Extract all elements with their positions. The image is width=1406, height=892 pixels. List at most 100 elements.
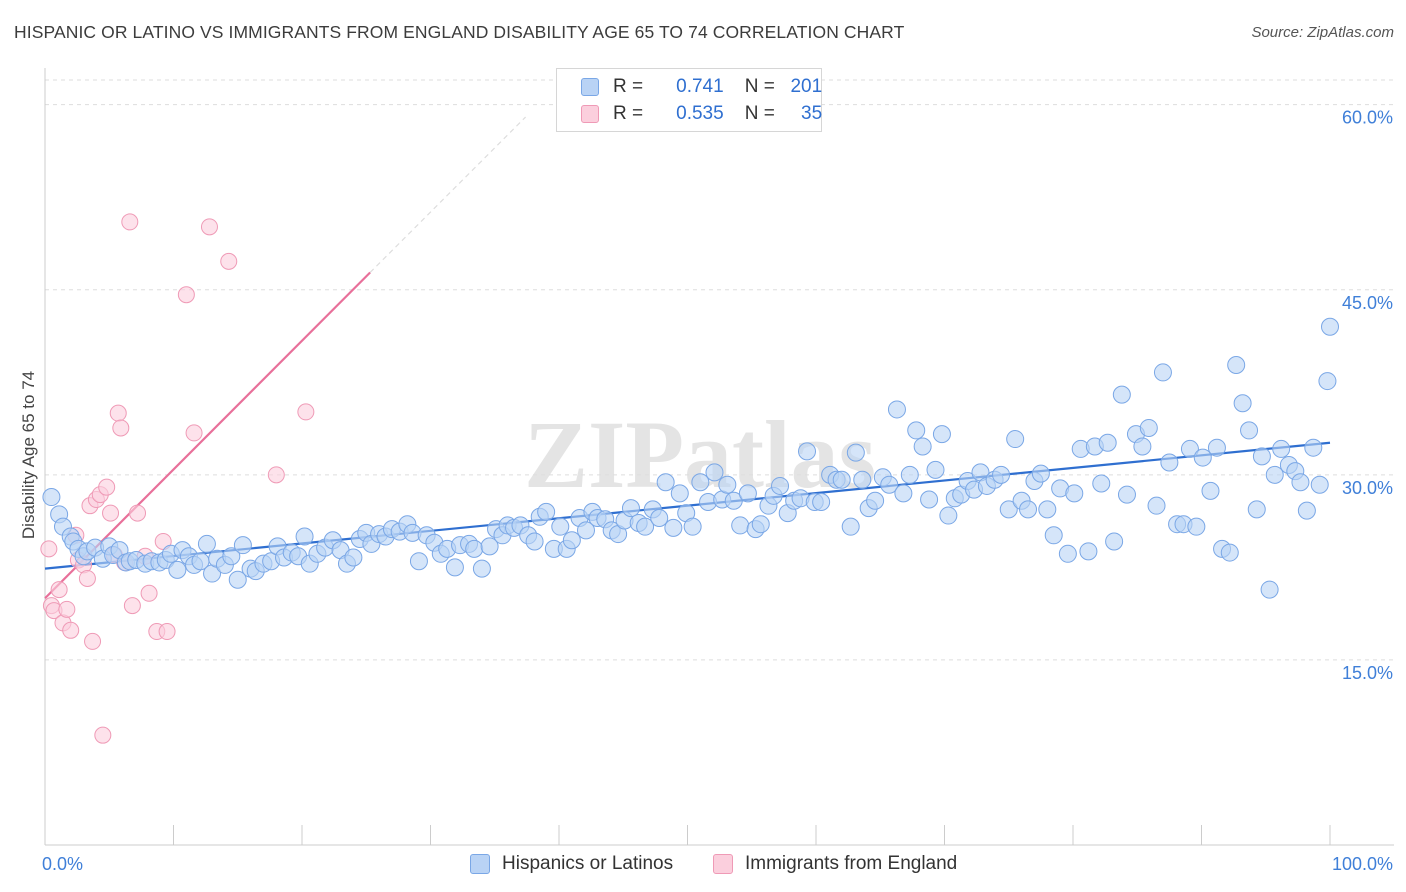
correlation-legend: R = 0.741 N = 201 R = 0.535 N = 35 [556,68,822,132]
data-point [887,400,906,419]
data-point [718,475,737,494]
data-point [344,548,363,567]
data-point [1240,421,1259,440]
bottom-legend-label: Immigrants from England [745,853,958,874]
data-point [112,419,130,437]
data-point [78,569,96,587]
data-point [40,540,58,558]
legend-row-pink: R = 0.535 N = 35 [581,101,822,127]
data-point [525,532,544,551]
data-point [1272,439,1291,458]
data-point [1112,385,1131,404]
data-point [683,517,702,536]
data-point [1160,453,1179,472]
data-point [480,537,499,556]
data-point [1092,474,1111,493]
data-point [158,623,176,641]
data-point [1019,500,1038,519]
data-point [841,517,860,536]
r-value: 0.741 [676,76,724,97]
x-tick-label: 0.0% [42,854,83,874]
data-point [724,491,743,510]
data-point [853,470,872,489]
data-point [880,475,899,494]
data-point [109,404,127,422]
data-point [551,517,570,536]
data-point [42,488,61,507]
data-point [939,506,958,525]
blue-swatch-icon [470,854,490,874]
data-point [1180,439,1199,458]
data-point [900,465,919,484]
y-tick-label: 45.0% [1342,293,1393,313]
data-point [197,534,216,553]
blue-swatch-icon [581,78,599,96]
data-point [846,443,865,462]
data-point [84,632,102,650]
data-point [656,473,675,492]
data-point [222,547,241,566]
bottom-legend-item-hispanics: Hispanics or Latinos [470,851,673,877]
data-point [140,584,158,602]
data-point [866,491,885,510]
data-point [1006,430,1025,449]
n-label: N = [744,76,775,97]
data-point [1233,394,1252,413]
data-point [832,470,851,489]
axes [44,68,1394,846]
r-label: R = [613,103,644,124]
data-point [812,492,831,511]
data-point [409,552,428,571]
data-point [731,516,750,535]
y-tick-label: 30.0% [1342,478,1393,498]
data-point [98,478,116,496]
data-point [705,463,724,482]
data-point [58,600,76,618]
data-point [751,515,770,534]
data-point [907,421,926,440]
data-point [691,473,710,492]
y-tick-label: 60.0% [1342,108,1393,128]
data-point [1058,544,1077,563]
data-point [1105,532,1124,551]
data-point [562,531,581,550]
data-point [992,465,1011,484]
bottom-legend-item-england: Immigrants from England [713,851,957,877]
data-point [94,726,112,744]
data-point [465,539,484,558]
data-point [267,466,285,484]
data-point [121,213,139,231]
data-point [168,560,187,579]
legend-row-blue: R = 0.741 N = 201 [581,74,822,100]
y-tick-label: 15.0% [1342,663,1393,683]
data-point [129,504,147,522]
pink-swatch-icon [581,105,599,123]
data-point [576,521,595,540]
data-point [932,425,951,444]
data-point [1153,363,1172,382]
tick-labels: 15.0% 30.0% 45.0% 60.0% 0.0% 100.0% [42,108,1393,874]
data-point [1310,475,1329,494]
data-point [1227,356,1246,375]
n-value: 201 [790,76,823,97]
data-point [1201,481,1220,500]
data-point [1044,526,1063,545]
data-point [913,437,932,456]
data-point [1187,517,1206,536]
data-point [894,484,913,503]
data-point [999,500,1018,519]
x-tick-label: 100.0% [1332,854,1393,874]
data-point [1318,372,1337,391]
n-label: N = [744,103,775,124]
data-point [1139,418,1158,437]
data-point [1321,317,1339,336]
y-axis-label: Disability Age 65 to 74 [19,371,38,539]
data-point [1207,438,1226,457]
r-label: R = [613,76,644,97]
r-value: 0.535 [676,103,724,124]
data-point [664,518,683,537]
data-point [220,252,238,270]
data-point [472,559,491,578]
data-point [1247,500,1266,519]
